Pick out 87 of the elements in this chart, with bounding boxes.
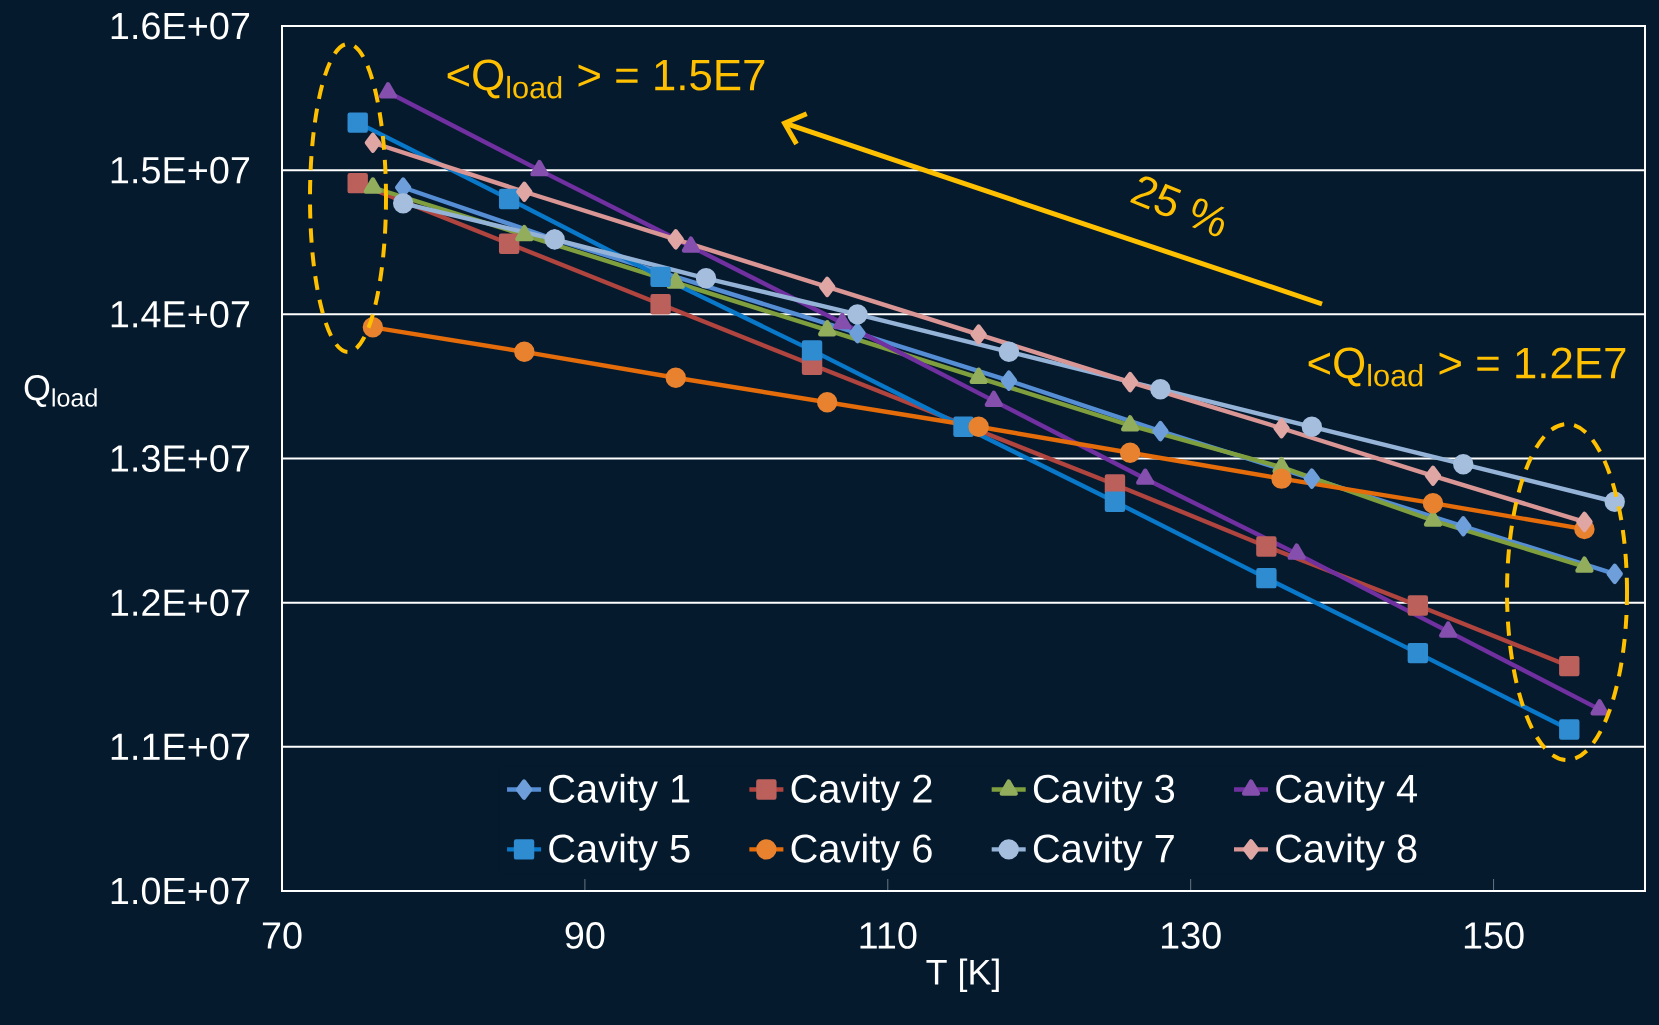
legend-label: Cavity 4 [1276, 773, 1417, 811]
point [1152, 420, 1169, 442]
point [1453, 454, 1474, 475]
legend-label: Cavity 2 [791, 773, 932, 811]
point [1104, 474, 1126, 495]
point [1121, 371, 1139, 393]
point [1301, 416, 1323, 437]
point [818, 320, 837, 337]
x-axis-title: T [K] [926, 958, 999, 993]
point [817, 392, 838, 413]
point [347, 112, 368, 133]
point [1407, 595, 1429, 616]
point [1576, 511, 1593, 533]
point [1424, 465, 1442, 486]
point [650, 294, 671, 315]
x-tick-label: 90 [565, 922, 605, 949]
y-axis-title: Q$_{load}$ [24, 375, 97, 407]
point [1606, 563, 1623, 585]
point [392, 193, 414, 214]
point [1287, 543, 1306, 560]
point [984, 390, 1003, 408]
point [1439, 621, 1458, 638]
legend-label: Cavity 5 [549, 833, 690, 871]
point [1271, 468, 1292, 489]
point [1104, 491, 1126, 512]
point [666, 272, 685, 289]
point [516, 181, 533, 202]
point [1273, 418, 1290, 439]
point [1590, 699, 1609, 716]
point [498, 233, 520, 254]
point [364, 132, 382, 153]
legend-label: Cavity 1 [549, 773, 690, 811]
point [1150, 379, 1171, 400]
y-tick-label: 1.1E+07 [111, 733, 250, 761]
point [1136, 468, 1155, 485]
legend-label: Cavity 3 [1033, 773, 1175, 811]
point [1303, 468, 1321, 489]
point [650, 266, 671, 288]
x-tick-label: 110 [860, 922, 917, 949]
y-tick-label: 1.3E+07 [111, 445, 250, 472]
x-tick-label: 70 [262, 922, 302, 949]
point [998, 341, 1020, 362]
point [363, 177, 382, 194]
point [1407, 642, 1429, 664]
point [1455, 516, 1472, 537]
point [514, 341, 535, 362]
y-tick-label: 1.5E+07 [111, 156, 250, 184]
legend-label: Cavity 6 [791, 833, 932, 871]
y-tick-label: 1.2E+07 [111, 589, 250, 617]
point [695, 268, 717, 289]
point [801, 340, 823, 361]
point [1422, 493, 1444, 514]
point [1000, 370, 1018, 391]
annotation: <Q$_{load}$ > = 1.5E7 [447, 59, 765, 99]
point [347, 172, 368, 194]
point [1559, 655, 1580, 677]
point [1119, 442, 1141, 463]
point [667, 229, 684, 250]
point [665, 367, 686, 388]
point [833, 312, 852, 330]
annotation: 25 % [1130, 176, 1225, 237]
point [849, 322, 866, 344]
point [1423, 510, 1443, 527]
point [1559, 719, 1580, 740]
legend-label: Cavity 8 [1276, 833, 1417, 871]
point [1256, 567, 1277, 589]
point [681, 236, 701, 253]
point [378, 82, 398, 99]
point [498, 188, 520, 210]
y-tick-label: 1.0E+07 [111, 877, 250, 905]
x-tick-label: 130 [1161, 922, 1221, 949]
x-tick-label: 150 [1464, 922, 1524, 949]
point [530, 159, 549, 177]
legend-label: Cavity 7 [1033, 833, 1174, 871]
point [1120, 415, 1140, 432]
point [969, 367, 988, 384]
point [1256, 536, 1277, 557]
point [847, 304, 868, 325]
point [1575, 556, 1594, 573]
point [515, 224, 534, 242]
y-tick-label: 1.4E+07 [111, 300, 250, 328]
point [970, 324, 987, 345]
point [1604, 491, 1625, 512]
point [819, 276, 836, 298]
point [968, 416, 989, 437]
annotation: <Q$_{load}$ > = 1.2E7 [1308, 347, 1626, 387]
y-tick-label: 1.6E+07 [111, 12, 250, 40]
